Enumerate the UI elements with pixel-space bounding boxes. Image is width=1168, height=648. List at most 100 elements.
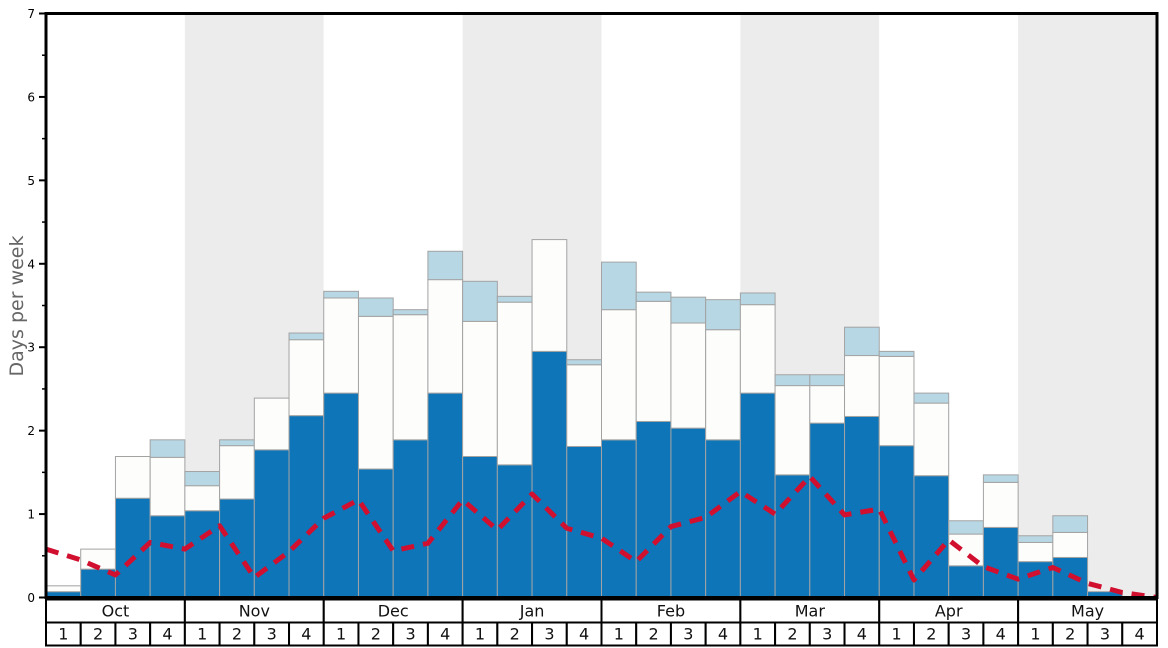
bar-segment-dark-blue-bottom-segment (948, 565, 984, 598)
week-label: 4 (996, 625, 1006, 644)
y-tick-label: 2 (27, 424, 35, 438)
bar-segment-light-blue-top-segment (392, 309, 429, 316)
bar-segment-light-blue-top-segment (739, 292, 776, 306)
bar-segment-white-middle-segment (45, 585, 82, 593)
week-label: 1 (475, 625, 485, 644)
bar-segment-light-blue-top-segment (357, 297, 394, 317)
week-label: 2 (648, 625, 658, 644)
bar-segment-dark-blue-bottom-segment (323, 392, 359, 598)
bar-segment-dark-blue-bottom-segment (496, 464, 533, 598)
week-label: 2 (232, 625, 242, 644)
bar-segment-white-middle-segment (635, 300, 672, 422)
bar-segment-white-middle-segment (114, 456, 151, 499)
y-tick-label: 7 (27, 7, 35, 21)
bar-segment-white-middle-segment (392, 314, 429, 441)
bar-segment-dark-blue-bottom-segment (774, 474, 811, 598)
bar-segment-dark-blue-bottom-segment (357, 468, 394, 598)
y-tick-label: 3 (27, 341, 35, 355)
bar-segment-dark-blue-bottom-segment (392, 439, 429, 598)
week-label: 3 (405, 625, 415, 644)
bar-segment-light-blue-top-segment (1052, 515, 1089, 533)
bar-segment-white-middle-segment (1052, 531, 1089, 558)
month-label: Oct (102, 602, 130, 621)
bar-segment-white-middle-segment (357, 315, 394, 470)
week-label: 4 (718, 625, 728, 644)
y-tick-label: 5 (27, 174, 35, 188)
bar-segment-white-middle-segment (844, 355, 880, 417)
bar-segment-dark-blue-bottom-segment (635, 420, 672, 599)
bar-segment-light-blue-top-segment (149, 439, 186, 458)
bar-segment-dark-blue-bottom-segment (809, 422, 846, 598)
week-label: 4 (857, 625, 867, 644)
bar-segment-dark-blue-bottom-segment (1017, 561, 1054, 599)
bar-segment-light-blue-top-segment (184, 471, 221, 487)
month-band-may (1018, 13, 1157, 598)
red-dashed-line (45, 474, 1158, 600)
bar-segment-dark-blue-bottom-segment (844, 415, 880, 598)
week-label: 3 (544, 625, 554, 644)
bar-segment-dark-blue-bottom-segment (184, 510, 221, 598)
bar-segment-dark-blue-bottom-segment (531, 350, 568, 598)
week-label: 2 (371, 625, 381, 644)
bar-segment-white-middle-segment (601, 309, 637, 441)
bar-segment-light-blue-top-segment (1017, 535, 1054, 543)
month-label: Jan (519, 602, 545, 621)
bar-segment-white-middle-segment (809, 385, 846, 424)
bar-segment-white-middle-segment (1017, 541, 1054, 563)
bar-segment-white-middle-segment (705, 329, 741, 441)
bar-segment-dark-blue-bottom-segment (427, 392, 464, 598)
bar-segment-white-middle-segment (184, 485, 221, 512)
bar-segment-dark-blue-bottom-segment (601, 439, 637, 598)
bar-segment-white-middle-segment (878, 355, 915, 447)
bar-segment-light-blue-top-segment (913, 392, 950, 404)
week-label: 4 (162, 625, 172, 644)
week-label: 1 (753, 625, 763, 644)
bar-segment-dark-blue-bottom-segment (288, 415, 325, 598)
bar-segment-light-blue-top-segment (705, 299, 741, 331)
bar-segment-light-blue-top-segment (288, 332, 325, 341)
week-cell (1121, 621, 1158, 647)
bar-segment-dark-blue-bottom-segment (982, 526, 1019, 598)
week-label: 1 (197, 625, 207, 644)
week-label: 1 (1030, 625, 1040, 644)
bar-segment-light-blue-top-segment (323, 290, 359, 299)
month-label: Nov (239, 602, 270, 621)
y-tick-label: 4 (27, 257, 35, 271)
bar-segment-dark-blue-bottom-segment (670, 427, 707, 599)
bar-segment-light-blue-top-segment (427, 250, 464, 281)
bar-segment-light-blue-top-segment (878, 350, 915, 357)
week-label: 2 (926, 625, 936, 644)
bar-segment-light-blue-top-segment (774, 374, 811, 387)
week-label: 1 (614, 625, 624, 644)
month-label: Dec (378, 602, 409, 621)
week-label: 3 (1100, 625, 1110, 644)
week-label: 1 (58, 625, 68, 644)
bar-segment-light-blue-top-segment (219, 439, 255, 447)
bar-segment-light-blue-top-segment (462, 280, 498, 322)
week-label: 2 (93, 625, 103, 644)
week-label: 3 (961, 625, 971, 644)
week-label: 1 (336, 625, 346, 644)
bar-segment-white-middle-segment (531, 239, 568, 352)
bar-segment-white-middle-segment (462, 320, 498, 458)
week-label: 4 (1135, 625, 1145, 644)
y-tick-label: 6 (27, 90, 35, 104)
bar-segment-white-middle-segment (774, 385, 811, 476)
month-label: May (1071, 602, 1104, 621)
week-label: 3 (267, 625, 277, 644)
bar-segment-white-middle-segment (323, 297, 359, 394)
month-label: Apr (935, 602, 963, 621)
bar-segment-light-blue-top-segment (635, 291, 672, 302)
bar-segment-light-blue-top-segment (982, 474, 1019, 483)
week-label: 3 (683, 625, 693, 644)
bar-segment-dark-blue-bottom-segment (705, 439, 741, 598)
bar-segment-light-blue-top-segment (809, 374, 846, 387)
bar-segment-light-blue-top-segment (601, 261, 637, 311)
week-label: 3 (128, 625, 138, 644)
bar-segment-light-blue-top-segment (948, 520, 984, 535)
y-tick-label: 1 (27, 508, 35, 522)
bar-segment-white-middle-segment (253, 397, 290, 451)
bar-segment-white-middle-segment (913, 402, 950, 477)
